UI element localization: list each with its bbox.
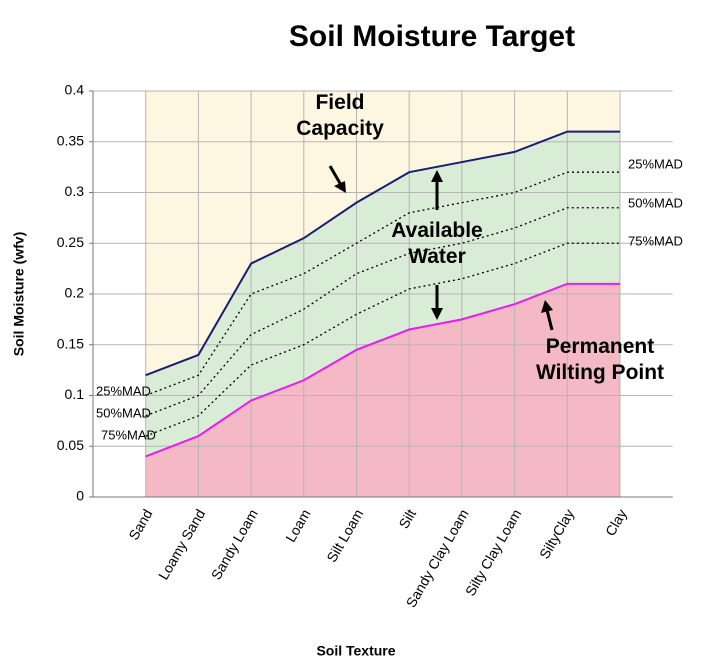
series-label: 75%MAD	[628, 233, 683, 248]
x-tick-label: Silt Loam	[323, 506, 366, 565]
x-tick-label: Loam	[282, 506, 313, 544]
annotation: Available Water	[391, 219, 483, 268]
x-tick-label: Sand	[125, 506, 155, 542]
arrow-head	[431, 308, 443, 320]
arrow	[545, 309, 554, 331]
x-tick-label: Clay	[602, 506, 630, 538]
series-line	[145, 242, 620, 437]
series-line	[145, 130, 620, 377]
series-line	[145, 282, 620, 458]
y-tick-label: 0.1	[65, 386, 85, 402]
arrow-head	[431, 170, 443, 182]
series-label: 50%MAD	[628, 195, 683, 210]
chart-title: Soil Moisture Target	[289, 20, 575, 53]
y-tick-label: 0.35	[57, 132, 84, 148]
annotation: Permanent Wilting Point	[535, 335, 665, 384]
series-label: 25%MAD	[96, 383, 151, 398]
arrows	[328, 165, 554, 331]
y-axis-title: Soil Moisture (wfv)	[11, 232, 27, 356]
y-tick-label: 0.15	[57, 335, 84, 351]
x-tick-label: Silty Clay Loam	[462, 506, 524, 598]
x-axis-title: Soil Texture	[316, 643, 395, 659]
series-label: 25%MAD	[628, 156, 683, 171]
x-tick-label: Silt	[395, 506, 419, 531]
wilting-area	[145, 283, 620, 497]
arrow-head	[541, 300, 553, 313]
y-tick-label: 0.2	[65, 285, 85, 301]
x-tick-label: Loamy Sand	[155, 506, 208, 582]
arrow	[328, 165, 343, 186]
annotation: Field Capacity	[296, 91, 384, 140]
y-tick-label: 0.4	[65, 82, 85, 98]
y-tick-label: 0.25	[57, 234, 84, 250]
series-label: 50%MAD	[96, 405, 151, 420]
y-tick-label: 0.3	[65, 183, 85, 199]
series-line	[145, 207, 620, 417]
arrow-head	[334, 181, 346, 193]
x-tick-label: SiltyClay	[536, 506, 577, 561]
series-label: 75%MAD	[101, 427, 156, 442]
y-tick-label: 0.05	[57, 437, 84, 453]
series-line	[145, 171, 620, 397]
x-tick-label: Sandy Loam	[208, 506, 261, 582]
plot: 0 0.05 0.1 0.15 0.2 0.25 0.3 0.35 0.4 Sand Loamy S…	[57, 82, 683, 610]
y-tick-label: 0	[76, 488, 84, 504]
